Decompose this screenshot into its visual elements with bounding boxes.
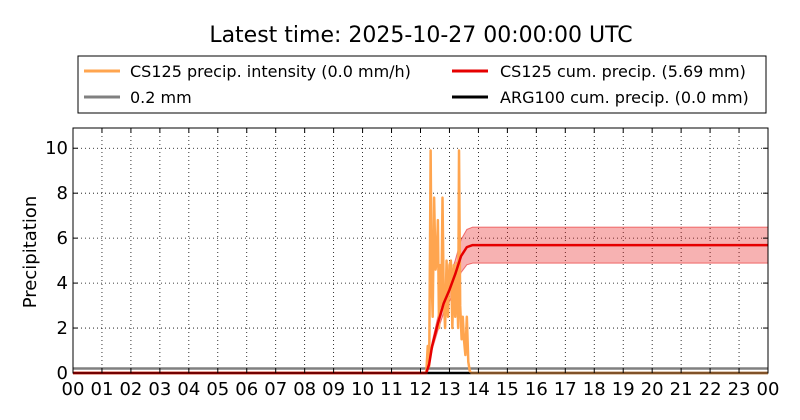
x-tick-label: 01 xyxy=(91,379,114,400)
x-tick-label: 09 xyxy=(322,379,345,400)
x-tick-label: 13 xyxy=(438,379,461,400)
x-tick-label: 20 xyxy=(641,379,664,400)
x-tick-label: 00 xyxy=(757,379,780,400)
y-tick-label: 2 xyxy=(57,318,68,339)
grid xyxy=(73,128,768,373)
x-tick-label: 15 xyxy=(496,379,519,400)
series-line-cs125-intensity xyxy=(73,149,768,375)
x-tick-label: 16 xyxy=(525,379,548,400)
x-tick-label: 08 xyxy=(293,379,316,400)
x-tick-label: 05 xyxy=(206,379,229,400)
series-layer xyxy=(73,149,769,375)
y-tick-label: 8 xyxy=(57,183,68,204)
x-tick-label: 12 xyxy=(409,379,432,400)
x-tick-label: 11 xyxy=(380,379,403,400)
x-tick-label: 03 xyxy=(148,379,171,400)
x-tick-label: 19 xyxy=(612,379,635,400)
legend-label-1: CS125 cum. precip. (5.69 mm) xyxy=(500,62,746,81)
x-tick-label: 21 xyxy=(670,379,693,400)
x-tick-label: 18 xyxy=(583,379,606,400)
x-tick-label: 23 xyxy=(728,379,751,400)
x-tick-label: 07 xyxy=(264,379,287,400)
x-tick-label: 02 xyxy=(119,379,142,400)
legend-label-3: ARG100 cum. precip. (0.0 mm) xyxy=(500,88,749,107)
legend-label-2: 0.2 mm xyxy=(130,88,192,107)
y-tick-label: 10 xyxy=(45,138,68,159)
series-line-cs125-cum xyxy=(73,243,768,375)
legend-box xyxy=(77,55,767,114)
cum-precip-uncertainty-band xyxy=(425,226,769,374)
y-tick-label: 4 xyxy=(57,273,68,294)
y-axis-label: Precipitation xyxy=(20,196,41,309)
legend: CS125 precip. intensity (0.0 mm/h) CS125… xyxy=(77,55,767,114)
x-tick-label: 14 xyxy=(467,379,490,400)
x-tick-label: 04 xyxy=(177,379,200,400)
x-tick-label: 00 xyxy=(62,379,85,400)
axes: 00 01 02 03 04 05 06 07 08 09 10 11 12 13 14 15 16 17 18 19… xyxy=(45,127,780,400)
x-tick-label: 17 xyxy=(554,379,577,400)
x-tick-label: 06 xyxy=(235,379,258,400)
y-tick-label: 0 xyxy=(57,363,68,384)
legend-label-0: CS125 precip. intensity (0.0 mm/h) xyxy=(130,62,411,81)
chart-title: Latest time: 2025-10-27 00:00:00 UTC xyxy=(209,23,632,48)
x-tick-label: 10 xyxy=(351,379,374,400)
y-tick-label: 6 xyxy=(57,228,68,249)
x-tick-label: 22 xyxy=(699,379,722,400)
